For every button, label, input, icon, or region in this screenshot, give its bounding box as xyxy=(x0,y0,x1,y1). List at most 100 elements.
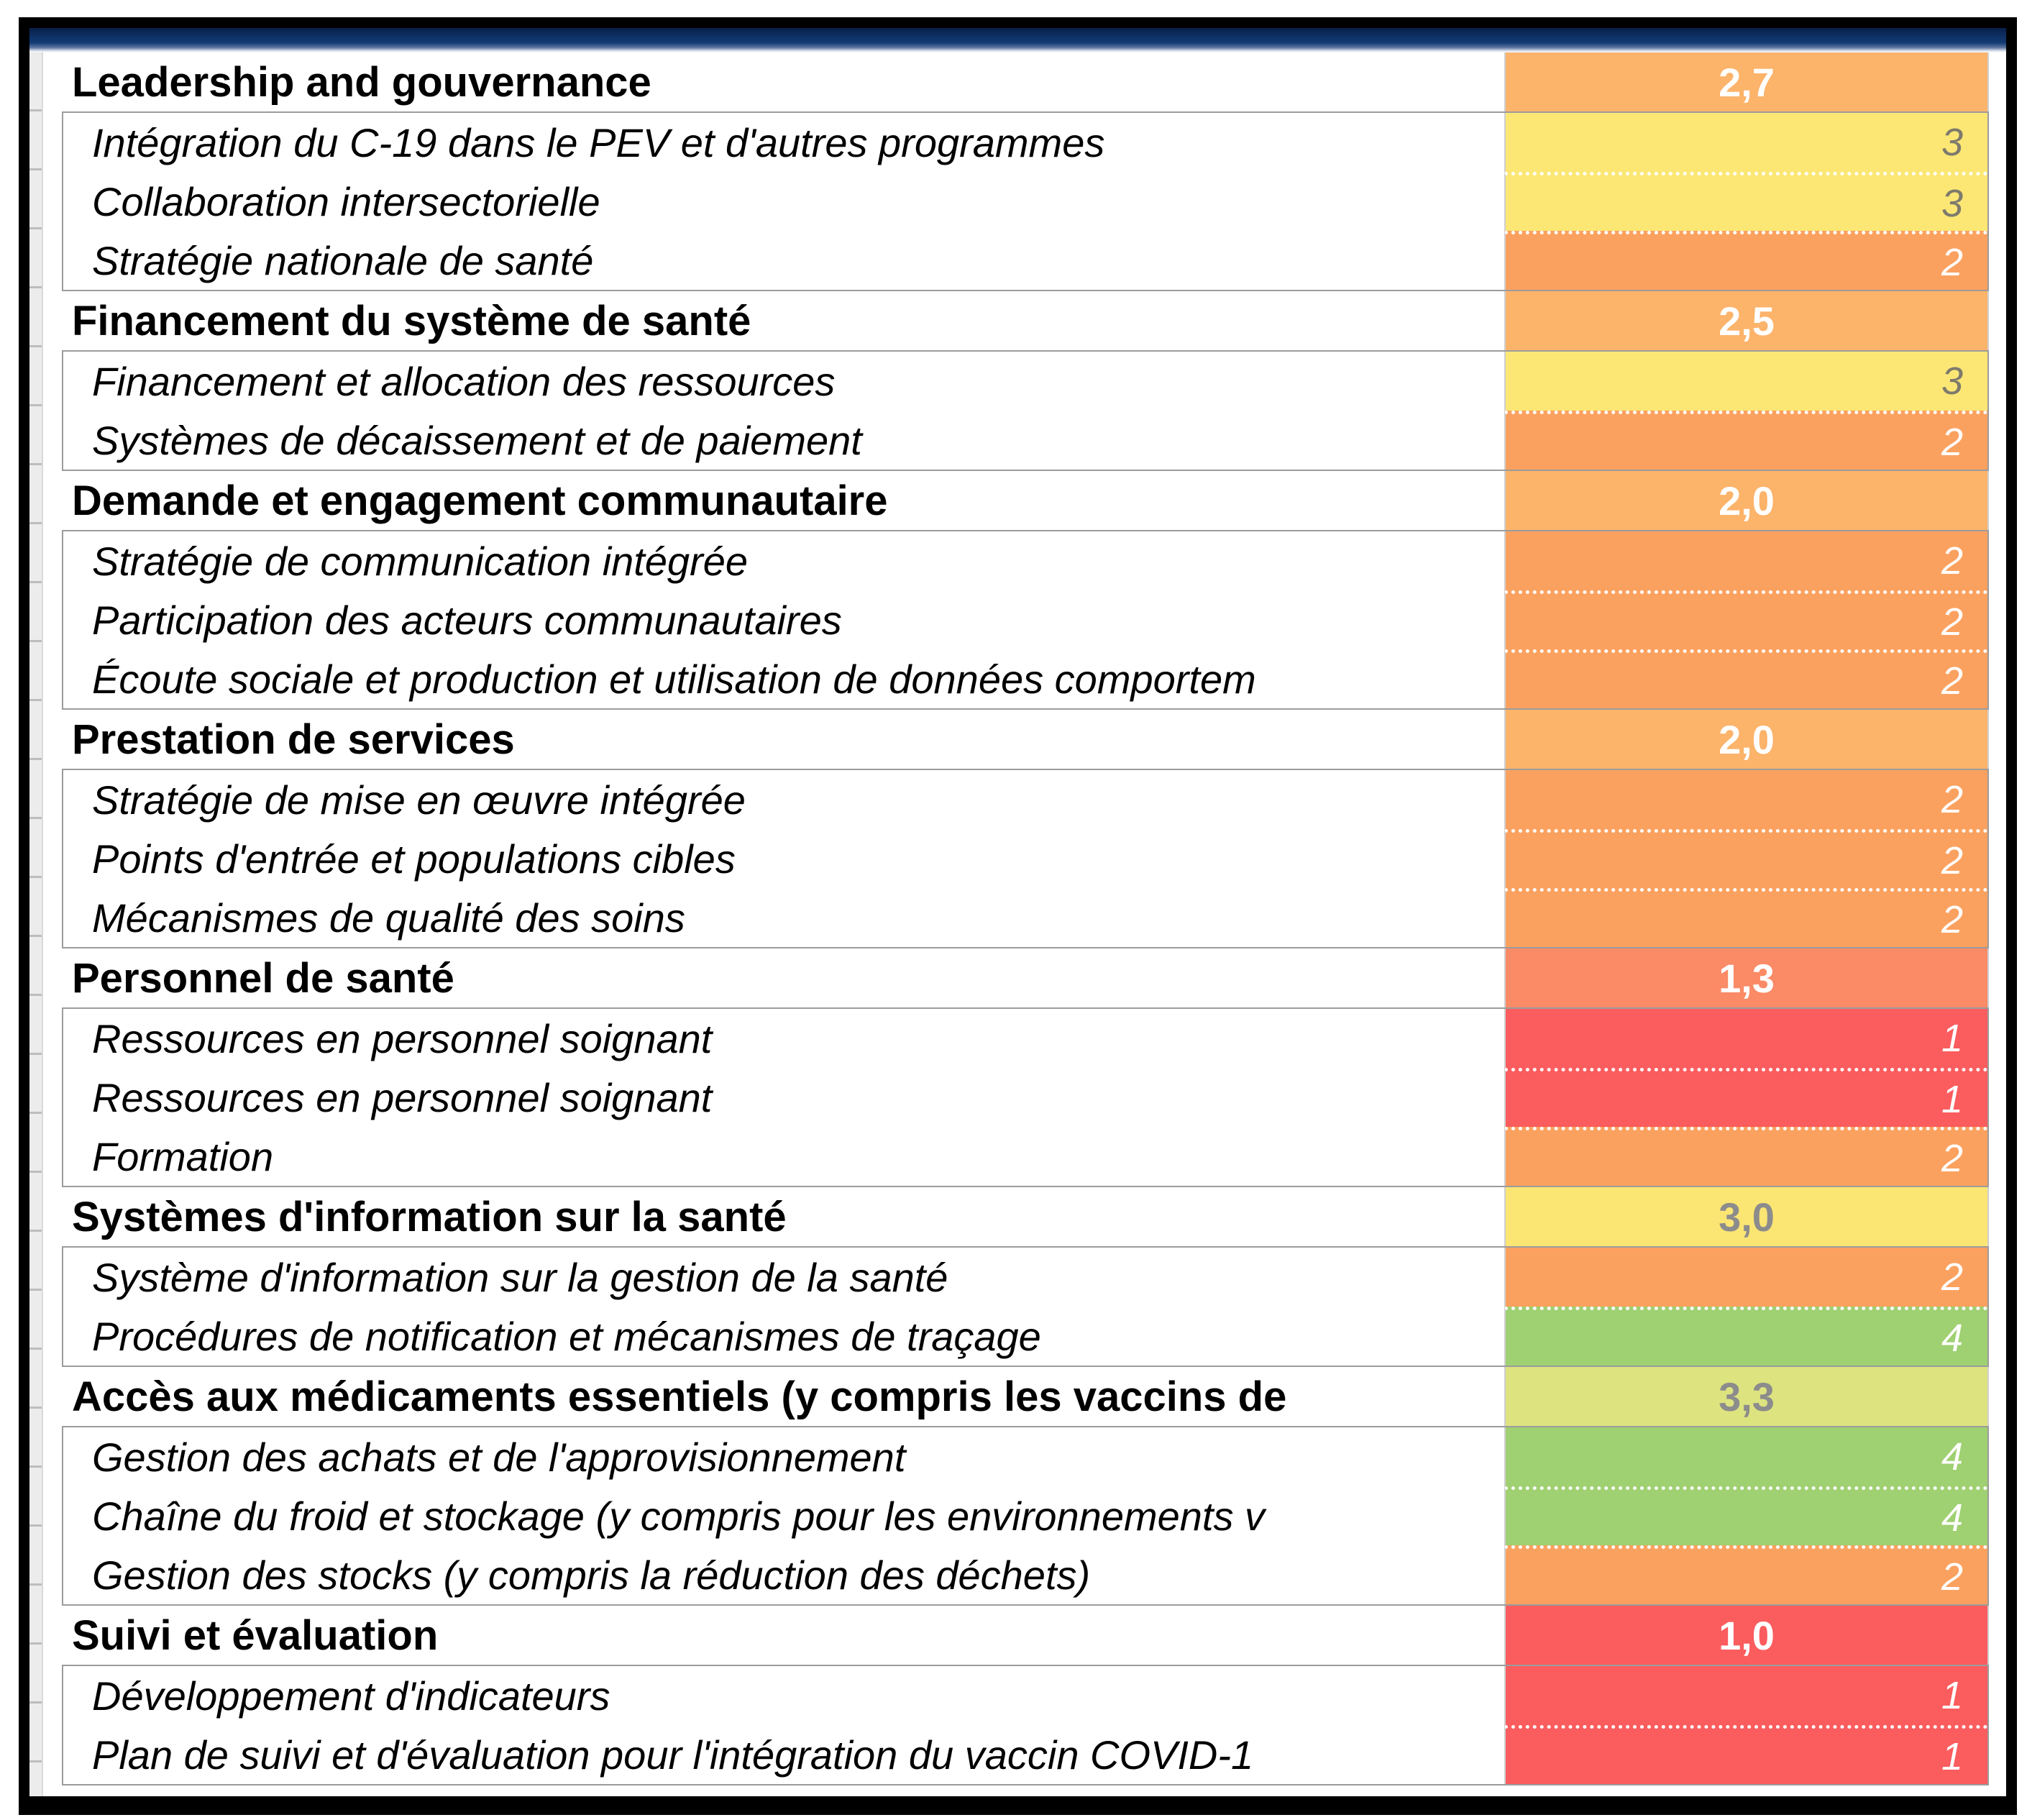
sub-row-label: Formation xyxy=(92,1133,274,1179)
sub-row-label: Points d'entrée et populations cibles xyxy=(92,836,736,882)
sub-score-cell: 1 xyxy=(1504,1725,1987,1784)
sub-score-value: 4 xyxy=(1941,1435,1963,1478)
section-score-cell: 1,3 xyxy=(1504,948,1989,1007)
section-row: Suivi et évaluation 1,0 xyxy=(43,1606,1989,1665)
sub-rows-group: Gestion des achats et de l'approvisionne… xyxy=(62,1426,1989,1606)
section-score-value: 2,0 xyxy=(1719,477,1775,523)
sub-row: Développement d'indicateurs 1 xyxy=(63,1666,1987,1725)
section-title: Personnel de santé xyxy=(72,954,454,1002)
section-row: Personnel de santé 1,3 xyxy=(43,948,1989,1007)
section-score-value: 1,0 xyxy=(1719,1612,1775,1658)
sub-row-label: Procédures de notification et mécanismes… xyxy=(92,1313,1041,1359)
sub-row: Écoute sociale et production et utilisat… xyxy=(63,649,1987,708)
sub-score-cell: 3 xyxy=(1504,113,1987,172)
sub-score-value: 3 xyxy=(1941,181,1963,225)
sub-row: Système d'information sur la gestion de … xyxy=(63,1248,1987,1307)
section-score-value: 1,3 xyxy=(1719,955,1775,1001)
section-score-cell: 3,3 xyxy=(1504,1367,1989,1426)
sub-row-label: Chaîne du froid et stockage (y compris p… xyxy=(92,1493,1266,1539)
sub-row: Chaîne du froid et stockage (y compris p… xyxy=(63,1486,1987,1545)
section-score-cell: 2,5 xyxy=(1504,291,1989,350)
sub-row: Gestion des achats et de l'approvisionne… xyxy=(63,1427,1987,1486)
sub-score-value: 3 xyxy=(1941,360,1963,403)
sub-score-cell: 1 xyxy=(1504,1666,1987,1725)
sub-row-label: Gestion des achats et de l'approvisionne… xyxy=(92,1434,906,1480)
sub-score-value: 1 xyxy=(1941,1017,1963,1060)
sub-score-cell: 2 xyxy=(1504,649,1987,708)
sub-score-value: 2 xyxy=(1941,1136,1963,1180)
sub-rows-group: Système d'information sur la gestion de … xyxy=(62,1246,1989,1367)
sub-score-value: 2 xyxy=(1941,778,1963,821)
sub-row: Financement et allocation des ressources… xyxy=(63,352,1987,411)
top-title-bar xyxy=(29,28,2006,52)
sub-row-label: Financement et allocation des ressources xyxy=(92,358,836,404)
sub-row: Formation 2 xyxy=(63,1127,1987,1186)
sub-rows-group: Financement et allocation des ressources… xyxy=(62,350,1989,471)
sub-row-label: Stratégie de communication intégrée xyxy=(92,538,749,584)
sub-row: Gestion des stocks (y compris la réducti… xyxy=(63,1545,1987,1604)
sub-rows-group: Stratégie de communication intégrée 2 Pa… xyxy=(62,530,1989,710)
sub-score-cell: 3 xyxy=(1504,172,1987,231)
sub-score-cell: 1 xyxy=(1504,1068,1987,1127)
sub-row-label: Mécanismes de qualité des soins xyxy=(92,895,685,941)
sub-row: Stratégie de communication intégrée 2 xyxy=(63,531,1987,590)
table-rows: Leadership and gouvernance 2,7 Intégrati… xyxy=(43,52,2006,1796)
sub-row-label: Plan de suivi et d'évaluation pour l'int… xyxy=(92,1732,1254,1778)
sub-score-value: 2 xyxy=(1941,838,1963,882)
sub-score-cell: 2 xyxy=(1504,231,1987,290)
sub-score-value: 2 xyxy=(1941,420,1963,464)
sub-score-value: 2 xyxy=(1941,1555,1963,1599)
sub-score-value: 1 xyxy=(1941,1674,1963,1717)
sub-rows-group: Stratégie de mise en œuvre intégrée 2 Po… xyxy=(62,769,1989,948)
sub-row-label: Développement d'indicateurs xyxy=(92,1673,610,1719)
sub-row-label: Stratégie de mise en œuvre intégrée xyxy=(92,777,746,823)
sub-row-label: Systèmes de décaissement et de paiement xyxy=(92,417,862,463)
sub-row-label: Ressources en personnel soignant xyxy=(92,1015,713,1061)
sub-score-value: 2 xyxy=(1941,1256,1963,1299)
sub-score-cell: 2 xyxy=(1504,590,1987,649)
scorecard-table-frame: Leadership and gouvernance 2,7 Intégrati… xyxy=(19,17,2017,1815)
sub-row-label: Écoute sociale et production et utilisat… xyxy=(92,656,1256,702)
sub-score-cell: 1 xyxy=(1504,1009,1987,1068)
section-title: Demande et engagement communautaire xyxy=(72,477,888,524)
section-row: Demande et engagement communautaire 2,0 xyxy=(43,471,1989,530)
sub-score-cell: 4 xyxy=(1504,1307,1987,1366)
sub-score-cell: 2 xyxy=(1504,411,1987,470)
sub-score-cell: 3 xyxy=(1504,352,1987,411)
sub-rows-group: Ressources en personnel soignant 1 Resso… xyxy=(62,1007,1989,1187)
sub-row-label: Participation des acteurs communautaires xyxy=(92,597,842,643)
sub-score-cell: 2 xyxy=(1504,770,1987,829)
sub-score-value: 4 xyxy=(1941,1496,1963,1540)
section-title: Suivi et évaluation xyxy=(72,1611,439,1659)
table-content: Leadership and gouvernance 2,7 Intégrati… xyxy=(29,52,2006,1796)
sub-score-value: 4 xyxy=(1941,1316,1963,1360)
sub-row-label: Collaboration intersectorielle xyxy=(92,178,600,224)
section-score-value: 2,5 xyxy=(1719,298,1775,344)
sub-row: Systèmes de décaissement et de paiement … xyxy=(63,411,1987,470)
sub-score-value: 1 xyxy=(1941,1734,1963,1778)
section-title: Financement du système de santé xyxy=(72,297,751,344)
section-title: Prestation de services xyxy=(72,715,515,763)
section-title: Leadership and gouvernance xyxy=(72,58,651,106)
section-row: Leadership and gouvernance 2,7 xyxy=(43,52,1989,111)
sub-row: Stratégie de mise en œuvre intégrée 2 xyxy=(63,770,1987,829)
sub-score-cell: 2 xyxy=(1504,1248,1987,1307)
section-score-value: 2,7 xyxy=(1719,59,1775,105)
sub-row-label: Système d'information sur la gestion de … xyxy=(92,1254,948,1300)
section-score-cell: 1,0 xyxy=(1504,1606,1989,1665)
section-score-cell: 2,0 xyxy=(1504,710,1989,769)
sub-row: Collaboration intersectorielle 3 xyxy=(63,172,1987,231)
sub-row: Plan de suivi et d'évaluation pour l'int… xyxy=(63,1725,1987,1784)
sub-score-cell: 2 xyxy=(1504,829,1987,888)
section-title: Systèmes d'information sur la santé xyxy=(72,1193,787,1240)
section-score-value: 3,3 xyxy=(1719,1373,1775,1419)
sub-row: Ressources en personnel soignant 1 xyxy=(63,1068,1987,1127)
sub-score-cell: 2 xyxy=(1504,1545,1987,1604)
sub-score-value: 2 xyxy=(1941,240,1963,284)
section-row: Systèmes d'information sur la santé 3,0 xyxy=(43,1187,1989,1246)
sub-score-value: 2 xyxy=(1941,659,1963,703)
section-row: Prestation de services 2,0 xyxy=(43,710,1989,769)
sub-score-value: 3 xyxy=(1941,121,1963,164)
sub-score-value: 1 xyxy=(1941,1077,1963,1121)
sub-score-cell: 4 xyxy=(1504,1486,1987,1545)
